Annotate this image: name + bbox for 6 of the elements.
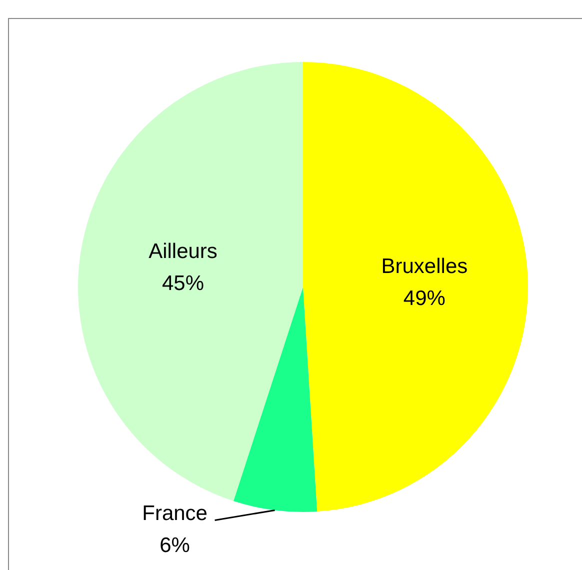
data-label: 49%	[403, 286, 446, 310]
data-label: 6%	[160, 534, 190, 558]
slice-label: Ailleurs	[148, 240, 218, 263]
slice-label: France	[142, 502, 208, 526]
slice-label: Bruxelles	[381, 254, 468, 278]
data-label: 45%	[162, 272, 204, 295]
